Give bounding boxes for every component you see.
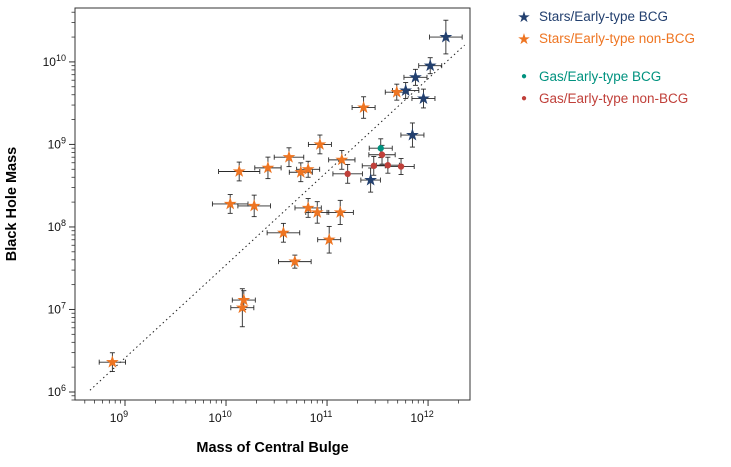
data-point-star — [105, 355, 119, 368]
legend-group-gas: ● Gas/Early-type BCG ● Gas/Early-type no… — [516, 66, 731, 110]
legend-item-gas-non-bcg: ● Gas/Early-type non-BCG — [516, 88, 731, 110]
svg-text:1010: 1010 — [43, 53, 66, 69]
scatter-plot: 109 1010 1011 1012 106 107 108 109 1010 Mass of C… — [4, 7, 471, 456]
data-point-star — [310, 205, 324, 218]
data-point-star — [282, 150, 296, 163]
y-axis-label: Black Hole Mass — [4, 147, 20, 261]
data-point-circle — [344, 170, 351, 178]
data-point-star — [223, 197, 237, 210]
data-point-star — [417, 91, 430, 104]
svg-text:107: 107 — [48, 300, 66, 316]
legend-label: Stars/Early-type non-BCG — [539, 31, 696, 46]
legend-label: Gas/Early-type BCG — [539, 69, 662, 84]
data-point-circle — [377, 145, 384, 152]
circle-icon: ● — [520, 93, 528, 104]
star-icon: ★ — [517, 8, 531, 26]
data-point-star — [232, 164, 246, 177]
data-point-star — [364, 173, 378, 186]
data-point-star — [294, 165, 308, 178]
data-point-star — [237, 293, 251, 306]
data-point-star — [423, 58, 437, 72]
svg-text:1011: 1011 — [310, 409, 333, 425]
svg-text:109: 109 — [48, 135, 66, 151]
circle-icon: ● — [520, 71, 528, 82]
data-point-star — [322, 233, 336, 246]
x-axis-label: Mass of Central Bulge — [196, 440, 348, 456]
legend-label: Gas/Early-type non-BCG — [539, 91, 689, 106]
legend-item-stars-non-bcg: ★ Stars/Early-type non-BCG — [516, 28, 731, 50]
legend-label: Stars/Early-type BCG — [539, 9, 669, 24]
data-point-star — [399, 83, 413, 96]
data-point-star — [247, 199, 261, 212]
svg-text:1010: 1010 — [208, 409, 231, 425]
data-point-circle — [370, 162, 377, 170]
legend-group-stars: ★ Stars/Early-type BCG ★ Stars/Early-typ… — [516, 6, 731, 50]
svg-text:1012: 1012 — [410, 409, 433, 425]
svg-text:106: 106 — [48, 383, 66, 399]
legend: ★ Stars/Early-type BCG ★ Stars/Early-typ… — [500, 0, 731, 467]
data-point-circle — [378, 151, 386, 158]
data-point-star — [409, 70, 422, 83]
data-point-star — [301, 201, 315, 214]
data-point-star — [439, 30, 453, 43]
data-point-star — [406, 128, 419, 141]
svg-text:109: 109 — [110, 409, 128, 425]
data-point-star — [333, 205, 347, 218]
data-point-star — [357, 100, 370, 113]
data-point-star — [301, 162, 315, 175]
data-point-star — [288, 254, 302, 268]
legend-item-stars-bcg: ★ Stars/Early-type BCG — [516, 6, 731, 28]
data-point-star — [277, 226, 290, 239]
legend-item-gas-bcg: ● Gas/Early-type BCG — [516, 66, 731, 88]
star-icon: ★ — [517, 30, 531, 48]
data-point-star — [335, 153, 349, 166]
data-point-star — [313, 137, 327, 150]
data-point-star — [261, 161, 275, 174]
data-point-circle — [384, 162, 392, 169]
svg-text:108: 108 — [48, 218, 66, 234]
data-point-star — [235, 301, 249, 314]
data-point-star — [390, 85, 404, 98]
data-point-circle — [397, 163, 405, 170]
